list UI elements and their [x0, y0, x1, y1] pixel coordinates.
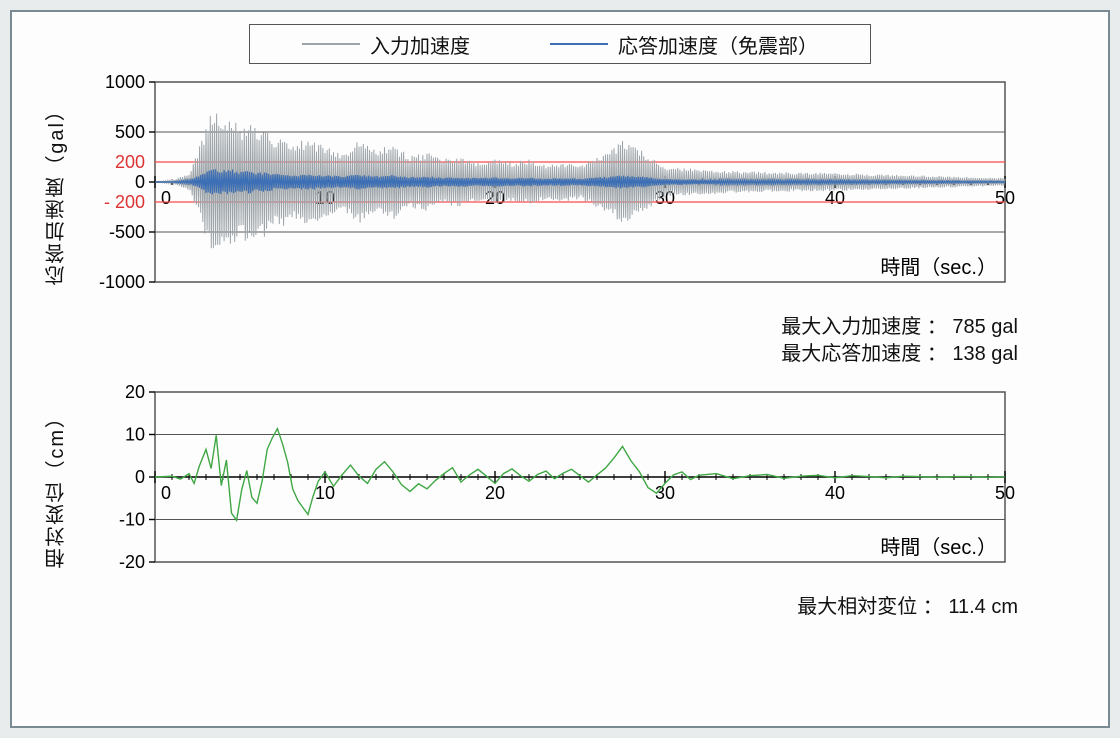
- chart2-wrap: 相対変位（cm） -20 -10 0 10 20 0 10 20 30 40 50 時間（sec.）: [42, 382, 1078, 592]
- chart2-stats: 最大相対変位 ： 11.4 cm: [42, 594, 1078, 621]
- svg-text:時間（sec.）: 時間（sec.）: [880, 256, 997, 279]
- svg-text:10: 10: [125, 425, 145, 445]
- chart1-stats: 最大入力加速度 ： 785 gal 最大応答加速度 ： 138 gal: [42, 314, 1078, 368]
- svg-text:-10: -10: [119, 510, 145, 530]
- svg-text:20: 20: [485, 483, 505, 503]
- svg-text:40: 40: [825, 483, 845, 503]
- legend-item-response: 応答加速度（免震部）: [550, 30, 818, 59]
- svg-text:0: 0: [161, 188, 171, 208]
- svg-text:-1000: -1000: [99, 272, 145, 292]
- svg-text:-500: -500: [109, 222, 145, 242]
- legend-label-response: 応答加速度（免震部）: [618, 30, 818, 59]
- svg-text:30: 30: [655, 483, 675, 503]
- stat-max-input: 最大入力加速度 ： 785 gal: [42, 314, 1018, 341]
- svg-text:200: 200: [115, 152, 145, 172]
- svg-text:0: 0: [161, 483, 171, 503]
- figure-frame: 入力加速度 応答加速度（免震部） 応答加速度（gal） -1000-500050…: [10, 10, 1110, 728]
- legend-label-input: 入力加速度: [370, 30, 470, 59]
- svg-text:0: 0: [135, 467, 145, 487]
- svg-text:50: 50: [995, 483, 1015, 503]
- svg-text:- 200: - 200: [104, 192, 145, 212]
- chart1-svg: -1000-5000500100001020304050時間（sec.）200-…: [75, 72, 1015, 312]
- svg-text:-20: -20: [119, 552, 145, 572]
- chart2-ylabel: 相対変位（cm）: [42, 406, 71, 569]
- svg-text:10: 10: [315, 483, 335, 503]
- svg-text:20: 20: [125, 382, 145, 402]
- chart1-ylabel: 応答加速度（gal）: [42, 99, 71, 286]
- svg-text:時間（sec.）: 時間（sec.）: [880, 536, 997, 559]
- svg-text:40: 40: [825, 188, 845, 208]
- svg-text:50: 50: [995, 188, 1015, 208]
- svg-text:0: 0: [135, 172, 145, 192]
- legend-item-input: 入力加速度: [302, 30, 470, 59]
- legend-swatch-response: [550, 43, 608, 45]
- chart1-wrap: 応答加速度（gal） -1000-5000500100001020304050時…: [42, 72, 1078, 312]
- legend-swatch-input: [302, 43, 360, 45]
- stat-max-response: 最大応答加速度 ： 138 gal: [42, 341, 1018, 368]
- legend: 入力加速度 応答加速度（免震部）: [249, 24, 871, 64]
- stat-max-disp: 最大相対変位 ： 11.4 cm: [42, 594, 1018, 621]
- svg-text:1000: 1000: [105, 72, 145, 92]
- svg-text:500: 500: [115, 122, 145, 142]
- chart2-svg: -20 -10 0 10 20 0 10 20 30 40 50 時間（sec.）: [75, 382, 1015, 592]
